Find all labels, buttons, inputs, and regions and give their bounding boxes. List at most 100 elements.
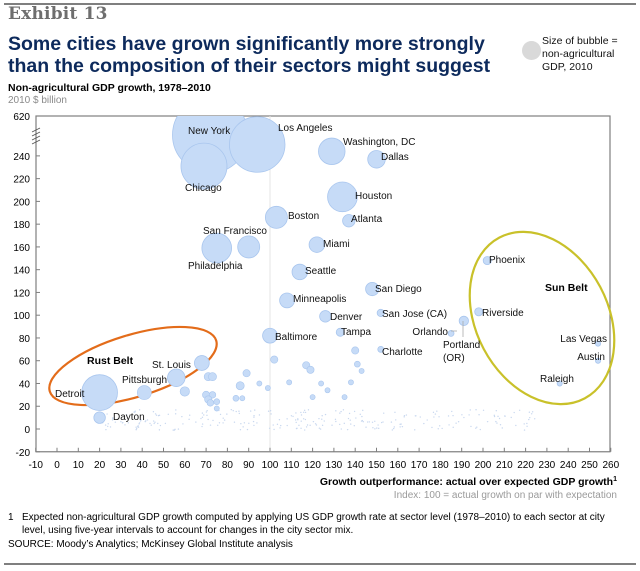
small-city-dot <box>159 424 162 427</box>
small-city-dot <box>318 417 320 420</box>
small-city-dot <box>323 420 325 422</box>
y-tick-label: 140 <box>13 266 30 277</box>
bubble-philadelphia <box>201 232 232 264</box>
point-label: Orlando <box>412 327 448 338</box>
small-city-dot <box>395 419 397 421</box>
x-axis-note: Index: 100 = actual growth on par with e… <box>394 490 617 501</box>
small-city-dot <box>324 413 327 416</box>
small-city-dot <box>121 422 124 424</box>
x-tick-label: 20 <box>94 460 106 471</box>
small-city-dot <box>434 413 437 415</box>
small-city-dot <box>280 424 282 427</box>
minor-point <box>239 395 246 402</box>
small-city-dot <box>497 415 499 418</box>
axis-break-icon <box>31 139 41 145</box>
axis-break-icon <box>31 135 41 141</box>
small-city-dot <box>495 420 497 423</box>
small-city-dot <box>378 427 380 430</box>
small-city-dot <box>267 410 270 412</box>
x-tick-label: 0 <box>54 460 60 471</box>
small-city-dot <box>423 422 425 425</box>
small-city-dot <box>304 411 307 414</box>
y-tick-label: 220 <box>13 175 30 186</box>
small-city-dot <box>258 414 261 416</box>
minor-point <box>213 405 220 412</box>
small-city-dot <box>238 410 240 412</box>
y-tick-label: 120 <box>13 288 30 299</box>
small-city-dot <box>126 414 128 416</box>
x-tick-label: 260 <box>602 460 619 471</box>
small-city-dot <box>419 416 421 418</box>
small-city-dot <box>319 428 322 430</box>
small-city-dot <box>340 428 343 430</box>
small-city-dot <box>339 412 341 414</box>
small-city-dot <box>461 414 463 416</box>
bubble-los-angeles <box>229 116 286 173</box>
small-city-dot <box>174 413 177 415</box>
minor-point <box>213 398 221 405</box>
small-city-dot <box>157 414 160 417</box>
small-city-dot <box>195 421 197 423</box>
sun-belt-ellipse <box>468 230 616 406</box>
y-tick-label: 20 <box>19 402 31 413</box>
small-city-dot <box>223 419 226 421</box>
small-city-dot <box>140 419 142 421</box>
small-city-dot <box>252 420 255 423</box>
small-city-dot <box>177 428 180 430</box>
minor-point <box>351 346 360 355</box>
small-city-dot <box>393 426 396 428</box>
small-city-dot <box>207 418 209 421</box>
small-city-dot <box>269 410 272 412</box>
footnote-text: Expected non-agricultural GDP growth com… <box>22 512 605 536</box>
bubble-charlotte <box>377 345 385 353</box>
small-city-dot <box>348 412 351 415</box>
axis-break-icon <box>31 131 41 137</box>
x-tick-label: 190 <box>453 460 470 471</box>
small-city-dot <box>212 419 214 422</box>
small-city-dot <box>302 411 305 413</box>
point-label: Atlanta <box>351 214 383 225</box>
small-city-dot <box>222 422 224 424</box>
small-city-dot <box>439 425 441 427</box>
top-rule <box>4 3 636 5</box>
x-tick-label: 160 <box>389 460 406 471</box>
small-city-dot <box>300 414 303 416</box>
small-city-dot <box>400 423 402 425</box>
x-tick-label: 30 <box>115 460 127 471</box>
bubble-st-louis <box>194 355 210 371</box>
minor-point <box>348 379 354 386</box>
footnote: 1 Expected non-agricultural GDP growth c… <box>8 511 628 537</box>
rust-belt-label: Rust Belt <box>87 355 134 367</box>
small-city-dot <box>278 418 281 421</box>
small-city-dot <box>272 424 274 426</box>
bubble-tampa <box>335 327 345 337</box>
small-city-dot <box>414 415 417 417</box>
point-label: Pittsburgh <box>122 375 167 386</box>
small-city-dot <box>158 429 161 431</box>
small-city-dot <box>452 414 454 417</box>
small-city-dot <box>515 424 517 427</box>
x-tick-label: 100 <box>262 460 279 471</box>
small-city-dot <box>482 409 485 412</box>
small-city-dot <box>302 418 305 420</box>
small-city-dot <box>307 409 310 411</box>
small-city-dot <box>253 416 255 418</box>
small-city-dot <box>475 409 477 411</box>
small-city-dot <box>107 425 109 428</box>
small-city-dot <box>295 421 297 424</box>
point-label: Portland (OR) <box>443 340 480 364</box>
small-city-dot <box>135 428 138 430</box>
minor-point <box>286 379 293 386</box>
bubble-chart: Rust Belt Sun Belt New York Los Angeles Ch… <box>13 112 619 501</box>
minor-point <box>354 360 361 368</box>
axis-break-icon <box>31 127 41 133</box>
small-city-dot <box>270 413 272 415</box>
small-city-dot <box>239 428 242 431</box>
small-city-dot <box>124 424 126 426</box>
minor-point <box>136 385 152 400</box>
small-city-dot <box>218 422 221 424</box>
small-city-dot <box>105 428 107 431</box>
small-city-dot <box>441 427 443 430</box>
small-city-dot <box>528 418 530 421</box>
small-city-dot <box>501 427 503 429</box>
